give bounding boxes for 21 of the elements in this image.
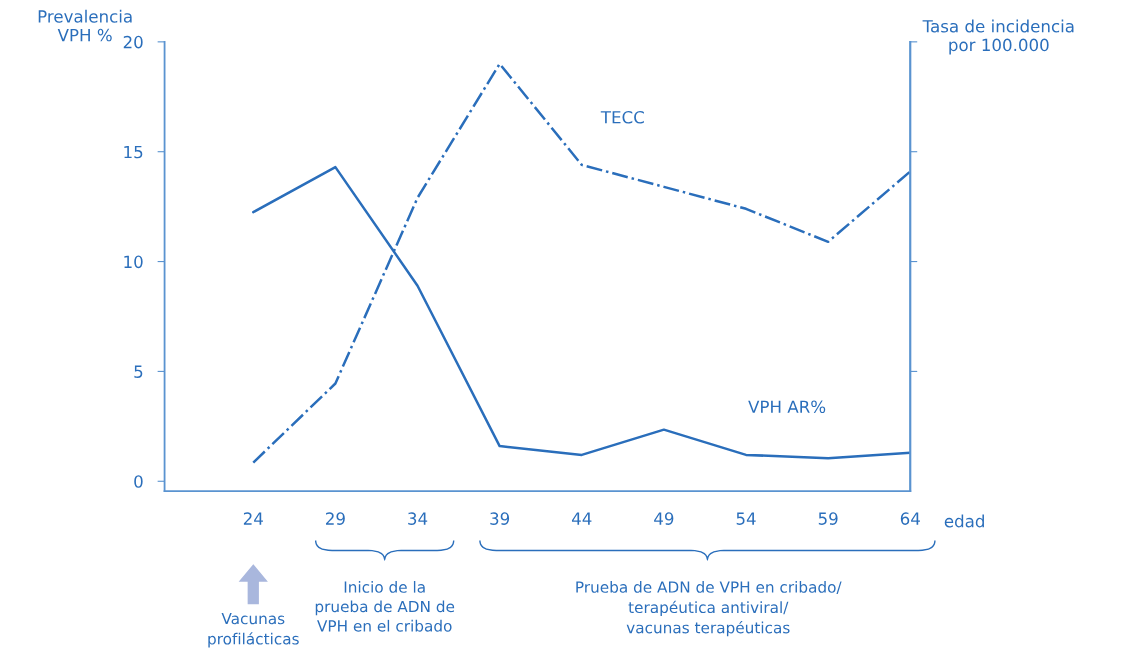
text: Vacunas profilácticas [208,612,299,648]
x-tick-label: 29 [326,512,345,525]
y-tick-label: 5 [134,365,143,378]
y2-axis-title: Tasa de incidencia por 100.000 [922,19,1074,55]
y-tick-label: 15 [124,145,143,159]
x-tick-label: 34 [408,512,428,525]
x-tick-label: 54 [736,512,756,525]
text: VPH AR% [748,400,826,414]
line-series [252,62,911,464]
x-tick-label: 64 [900,512,920,525]
x-axis-title: edad [944,514,984,528]
y-tick-label: 0 [134,475,143,488]
text: Prueba de ADN de VPH en cribado/ terapéutica antiviral/ vacunas terapéuticas [576,581,842,637]
x-tick-label: 49 [654,512,674,525]
x-tick-label: 59 [818,512,838,525]
text: TECC [600,110,644,124]
x-tick-label: 24 [243,512,263,525]
y-tick-label: 10 [124,255,143,269]
text: Inicio de la prueba de ADN de VPH en el cribado [315,581,455,632]
x-tick-label: 44 [571,512,592,525]
x-tick-label: 39 [490,512,510,525]
